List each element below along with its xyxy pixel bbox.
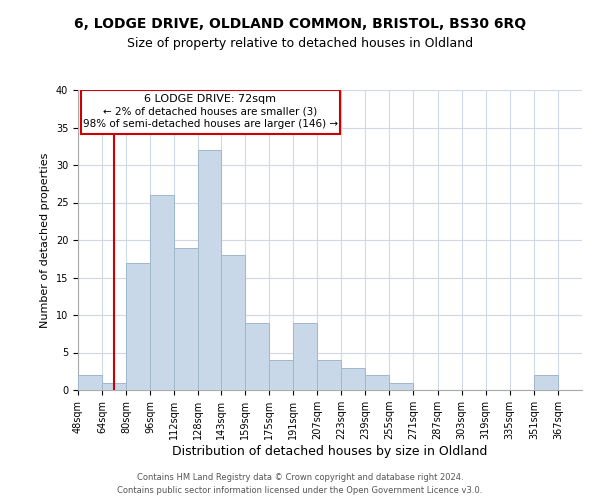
- Text: Size of property relative to detached houses in Oldland: Size of property relative to detached ho…: [127, 38, 473, 51]
- Bar: [174, 248, 199, 390]
- Text: 6, LODGE DRIVE, OLDLAND COMMON, BRISTOL, BS30 6RQ: 6, LODGE DRIVE, OLDLAND COMMON, BRISTOL,…: [74, 18, 526, 32]
- Text: 6 LODGE DRIVE: 72sqm: 6 LODGE DRIVE: 72sqm: [145, 94, 277, 104]
- FancyBboxPatch shape: [81, 90, 340, 134]
- Bar: [293, 322, 317, 390]
- Text: 98% of semi-detached houses are larger (146) →: 98% of semi-detached houses are larger (…: [83, 118, 338, 128]
- Text: Contains public sector information licensed under the Open Government Licence v3: Contains public sector information licen…: [118, 486, 482, 495]
- Bar: [389, 382, 413, 390]
- Text: Contains HM Land Registry data © Crown copyright and database right 2024.: Contains HM Land Registry data © Crown c…: [137, 472, 463, 482]
- Bar: [102, 382, 126, 390]
- Bar: [317, 360, 341, 390]
- Bar: [365, 375, 389, 390]
- Text: ← 2% of detached houses are smaller (3): ← 2% of detached houses are smaller (3): [103, 106, 317, 116]
- Y-axis label: Number of detached properties: Number of detached properties: [40, 152, 50, 328]
- X-axis label: Distribution of detached houses by size in Oldland: Distribution of detached houses by size …: [172, 445, 488, 458]
- Bar: [245, 322, 269, 390]
- Bar: [534, 375, 558, 390]
- Bar: [150, 195, 174, 390]
- Bar: [199, 150, 221, 390]
- Bar: [126, 262, 150, 390]
- Bar: [78, 375, 102, 390]
- Bar: [221, 255, 245, 390]
- Bar: [269, 360, 293, 390]
- Bar: [341, 368, 365, 390]
